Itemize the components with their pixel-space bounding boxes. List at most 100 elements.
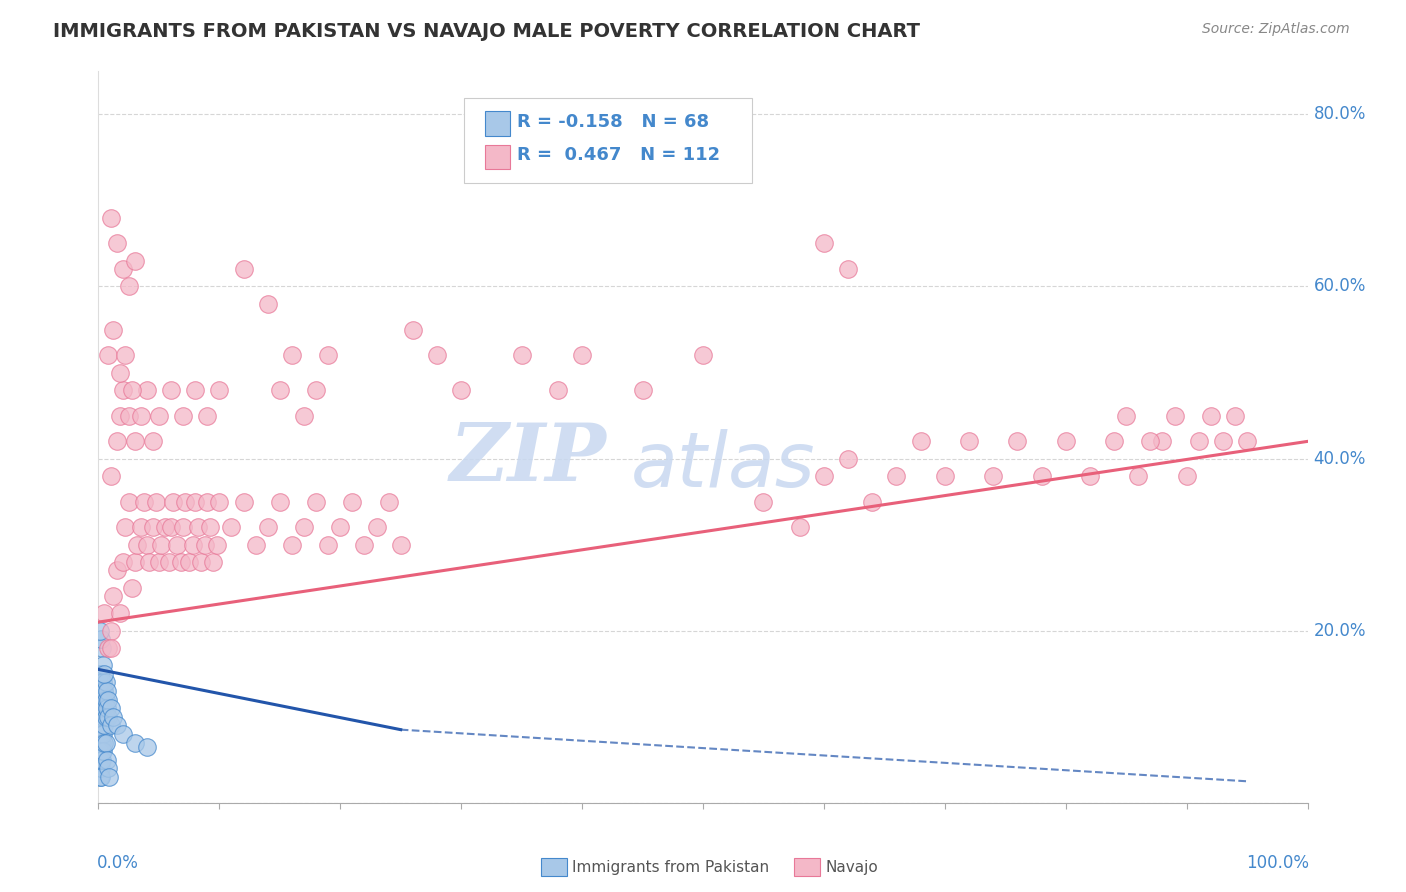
Point (547, 383, 569, 397)
Point (100, 718, 122, 732)
Point (886, 468, 908, 483)
Point (148, 409, 170, 423)
Point (1188, 434, 1211, 449)
Text: 40.0%: 40.0% (1313, 450, 1367, 467)
Point (837, 451, 859, 466)
Point (389, 538, 412, 552)
Point (96, 701, 118, 715)
Point (90, 735, 112, 749)
Point (105, 718, 128, 732)
Point (198, 520, 221, 534)
Point (1236, 434, 1258, 449)
Point (981, 468, 1004, 483)
Point (100, 624, 122, 638)
Point (316, 348, 339, 362)
Point (1054, 434, 1077, 449)
Point (179, 555, 201, 569)
Point (97, 640, 120, 655)
Point (1152, 434, 1174, 449)
Point (631, 383, 654, 397)
Point (93, 684, 115, 698)
Point (1078, 468, 1101, 483)
Point (292, 409, 315, 423)
Point (94, 735, 117, 749)
Point (571, 348, 593, 362)
Point (111, 555, 134, 569)
Point (121, 581, 143, 595)
Point (135, 383, 157, 397)
Point (1102, 434, 1125, 449)
Point (96, 753, 118, 767)
Point (121, 383, 143, 397)
Text: Navajo: Navajo (825, 860, 879, 874)
Point (89, 624, 111, 638)
Point (221, 520, 243, 534)
Point (91, 727, 114, 741)
Point (426, 348, 449, 362)
Point (89, 692, 111, 706)
Text: 0.0%: 0.0% (97, 854, 139, 872)
Point (1212, 434, 1234, 449)
Text: atlas: atlas (630, 429, 815, 503)
Point (789, 520, 811, 534)
Point (97, 761, 120, 775)
Point (195, 494, 218, 508)
Point (89, 701, 111, 715)
Point (153, 520, 176, 534)
Point (377, 494, 399, 508)
Point (129, 520, 152, 534)
Point (1223, 409, 1246, 423)
Point (342, 494, 364, 508)
Point (90, 770, 112, 784)
Point (135, 538, 157, 552)
Point (89, 761, 111, 775)
Point (91, 658, 114, 673)
Point (124, 253, 146, 268)
Text: 100.0%: 100.0% (1246, 854, 1309, 872)
Point (162, 494, 184, 508)
Point (90, 684, 112, 698)
Point (329, 520, 352, 534)
Point (202, 555, 225, 569)
Point (232, 262, 254, 277)
Point (91, 692, 114, 706)
Point (91, 684, 114, 698)
Point (94, 692, 117, 706)
Point (118, 409, 141, 423)
Point (91, 744, 114, 758)
Point (89, 718, 111, 732)
Point (135, 739, 157, 754)
Point (127, 538, 149, 552)
Point (150, 538, 173, 552)
Point (1031, 468, 1053, 483)
Point (184, 383, 207, 397)
Point (91, 640, 114, 655)
Point (97, 710, 120, 724)
Point (145, 494, 167, 508)
Point (172, 409, 194, 423)
Point (195, 409, 218, 423)
Point (124, 555, 146, 569)
Point (813, 468, 835, 483)
Text: ZIP: ZIP (450, 420, 606, 498)
Point (93, 718, 115, 732)
Text: Source: ZipAtlas.com: Source: ZipAtlas.com (1202, 22, 1350, 37)
Point (174, 494, 197, 508)
Point (89, 727, 111, 741)
Point (269, 383, 291, 397)
Point (108, 607, 131, 621)
Text: Immigrants from Pakistan: Immigrants from Pakistan (572, 860, 769, 874)
Point (105, 564, 128, 578)
Point (89, 710, 111, 724)
Point (90, 727, 112, 741)
Point (101, 322, 124, 336)
Point (118, 279, 141, 293)
Point (89, 684, 111, 698)
Point (160, 520, 183, 534)
Point (89, 735, 111, 749)
Point (160, 383, 183, 397)
Point (208, 494, 231, 508)
Point (94, 675, 117, 690)
Text: 20.0%: 20.0% (1313, 622, 1367, 640)
Point (111, 727, 134, 741)
